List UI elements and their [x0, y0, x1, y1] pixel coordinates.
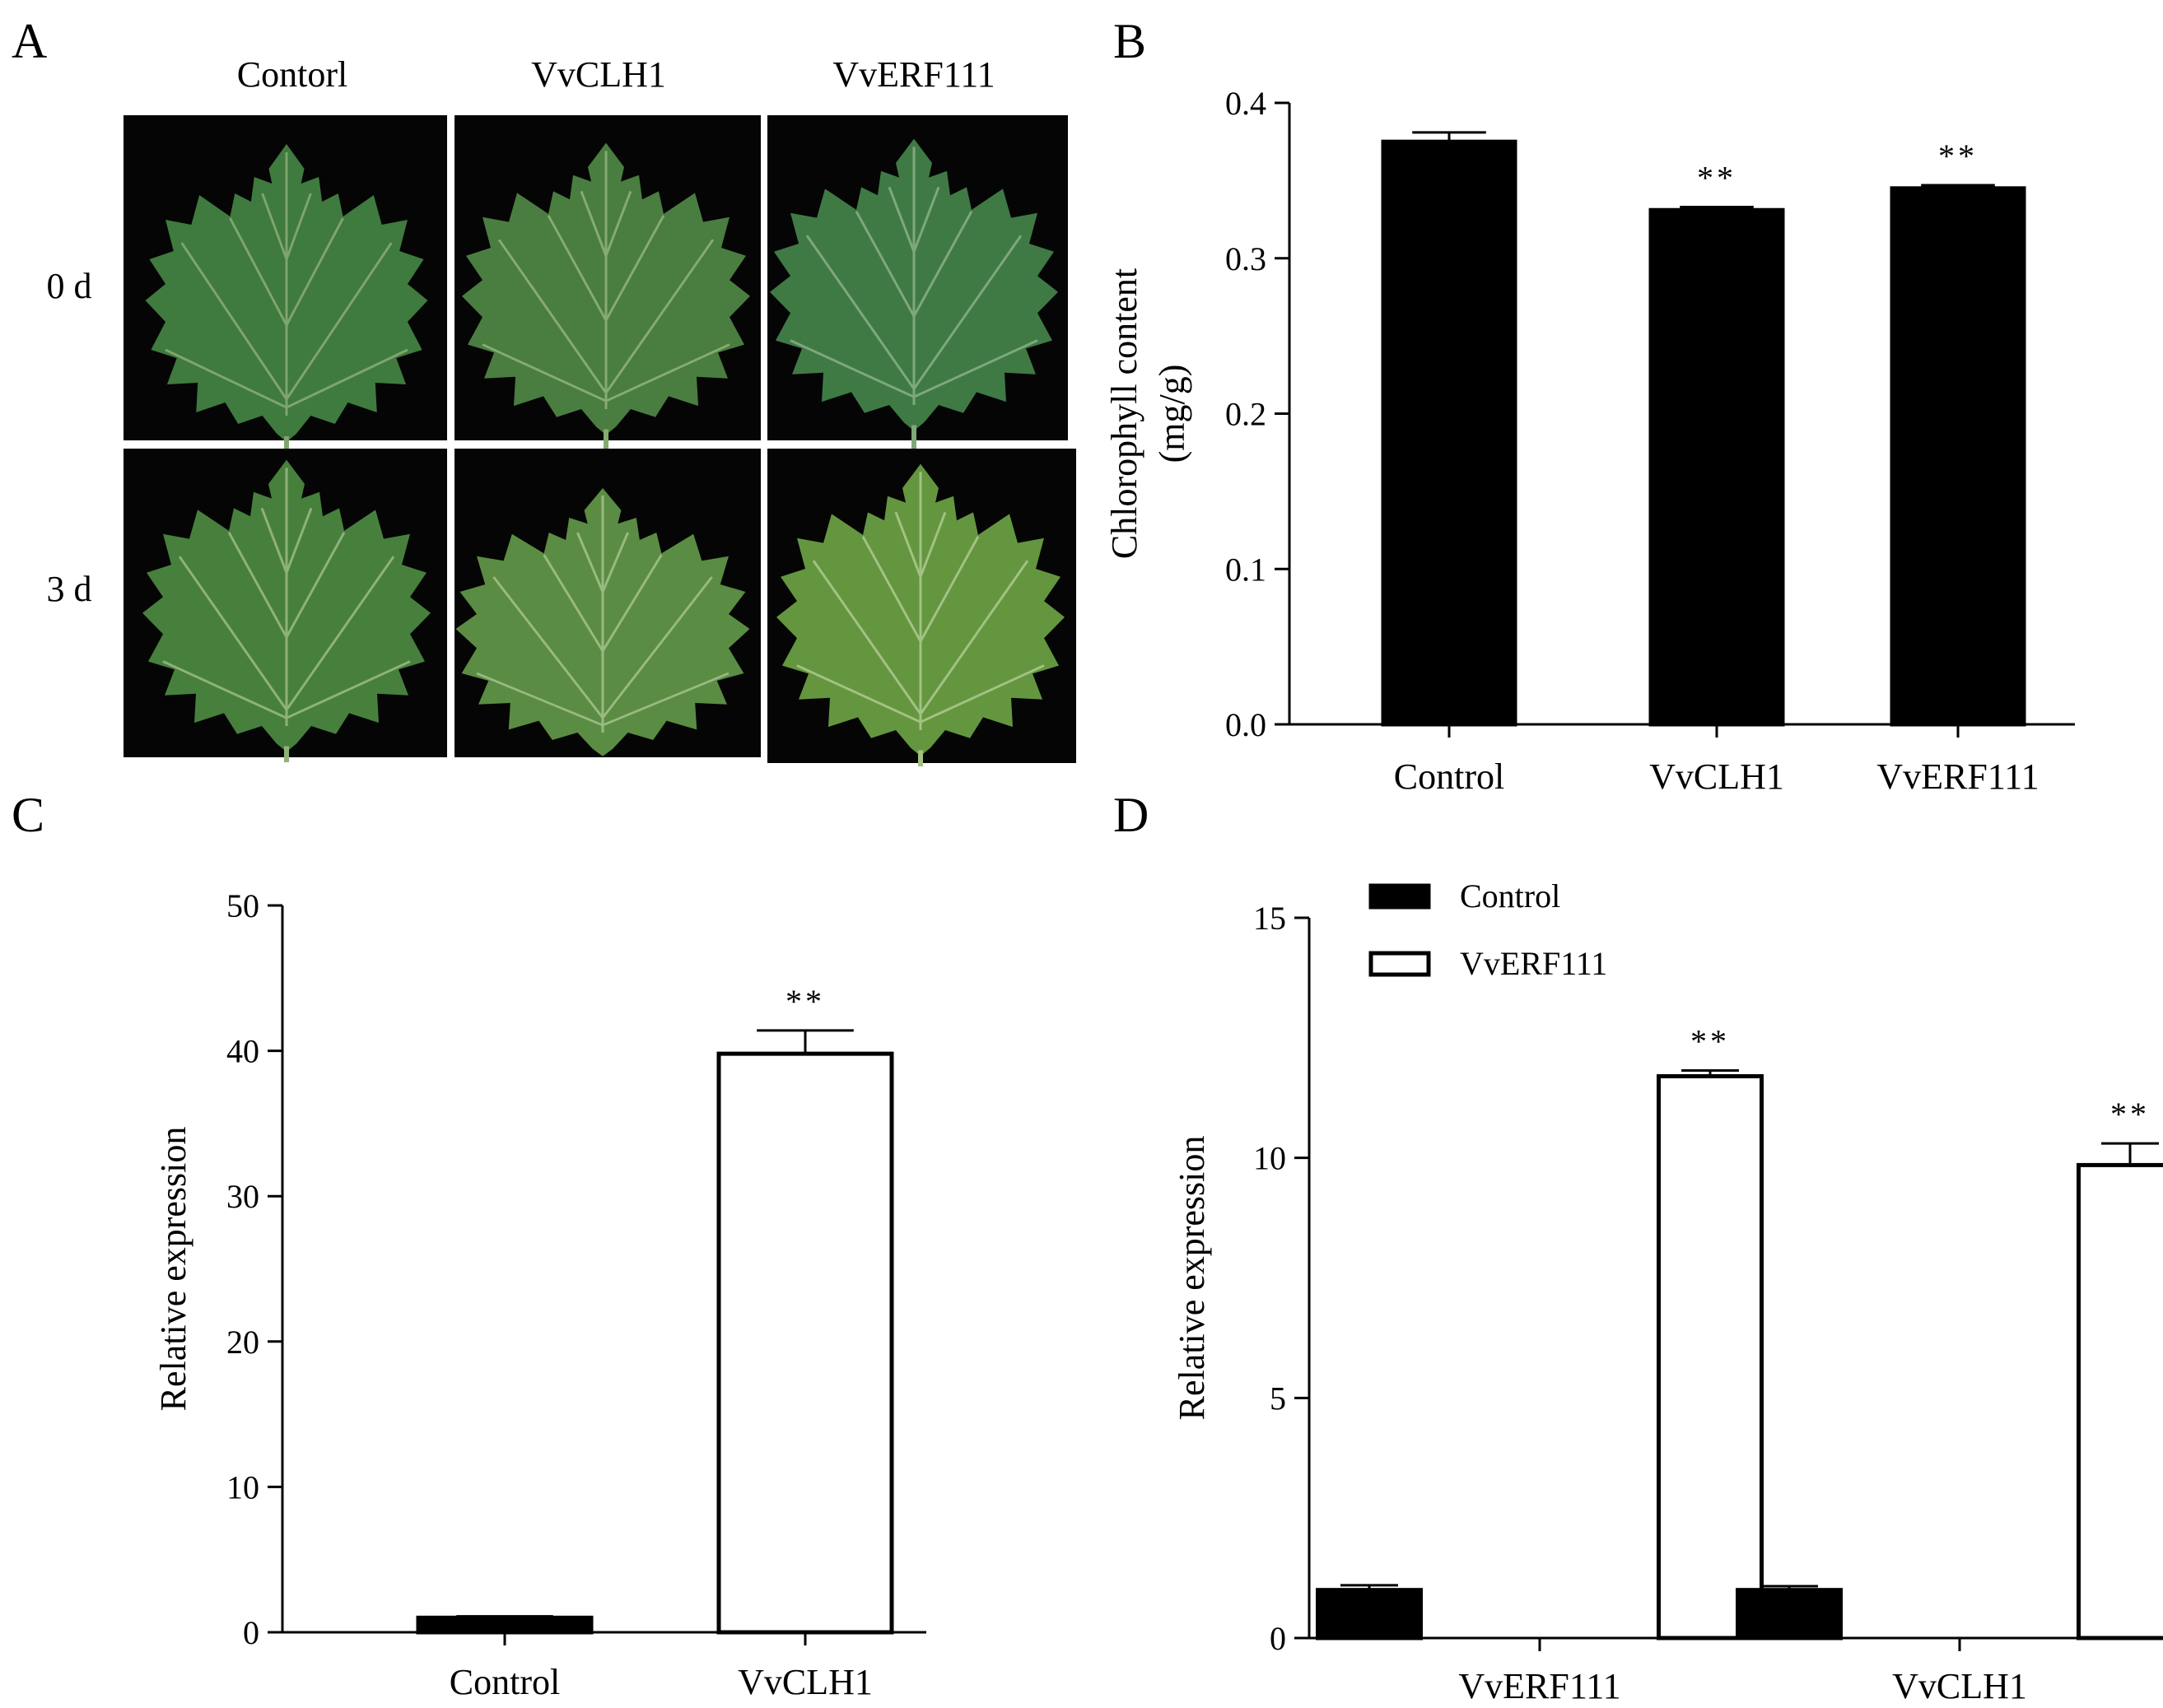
- chart-d-category-label: VvERF111: [1458, 1666, 1620, 1706]
- chart-b-y-tick-label: 0.1: [1225, 551, 1266, 588]
- chart-b: 0.0 0.1 0.2 0.3 0.4 Chlorophyll content (mg/g)…: [1104, 85, 2075, 797]
- chart-d-bar-control-vvclh1: [1736, 1588, 1843, 1641]
- chart-d-bar-vverf111-vverf111-significance: **: [1690, 1023, 1730, 1060]
- chart-d-bar-vverf111-vverf111: [1657, 1074, 1764, 1641]
- chart-b-bar-vvclh1-significance: **: [1697, 159, 1736, 196]
- leaf-photo-vverf111-day0: [767, 115, 1068, 462]
- panel-c-letter: C: [12, 788, 44, 842]
- chart-b-y-tick-label: 0.4: [1225, 85, 1266, 122]
- panel-b-letter: B: [1113, 14, 1146, 68]
- column-label-vverf111: VvERF111: [832, 54, 995, 95]
- chart-b-y-axis-title-line: Chlorophyll content: [1104, 268, 1144, 559]
- panel-a-letter: A: [12, 14, 47, 68]
- chart-d-legend-swatch-vverf111: [1368, 951, 1431, 977]
- chart-d-y-tick-label: 10: [1253, 1140, 1286, 1177]
- leaf-photo-control-day0: [124, 115, 447, 473]
- panel-a: A Contorl VvCLH1 VvERF111 0 d 3 d: [12, 14, 1076, 767]
- leaf-photo-vvclh1-day0: [455, 115, 761, 466]
- chart-d-y-axis-title: Relative expression: [1172, 1136, 1212, 1421]
- panel-b: B 0.0 0.1 0.2 0.3 0.4 Chlorophyll content (mg/…: [1104, 14, 2075, 797]
- chart-d-category-label: VvCLH1: [1892, 1666, 2027, 1706]
- chart-b-y-tick-label: 0.0: [1225, 706, 1266, 743]
- chart-d-y-axis-title-line: Relative expression: [1172, 1136, 1212, 1421]
- row-label-day3: 3 d: [47, 569, 92, 609]
- column-label-control: Contorl: [237, 54, 347, 95]
- chart-c: 0 10 20 30 40 50 Relative expression Control VvC…: [153, 887, 926, 1702]
- chart-b-category-label: VvCLH1: [1649, 756, 1784, 797]
- chart-b-bar-vverf111: [1890, 186, 2026, 727]
- column-label-vvclh1: VvCLH1: [531, 54, 666, 95]
- chart-d-bar-control-vverf111: [1316, 1588, 1423, 1641]
- row-label-day0: 0 d: [47, 266, 92, 306]
- chart-d-legend-label-vverf111: VvERF111: [1460, 945, 1607, 982]
- panel-c: C 0 10 20 30 40 50 Relative expression Control V…: [12, 788, 926, 1702]
- chart-b-bar-control: [1381, 139, 1517, 727]
- chart-d-bar-vverf111-vvclh1-significance: **: [2110, 1096, 2150, 1133]
- chart-d: 0 5 10 15 Relative expression VvERF111 ** VvCLH…: [1172, 877, 2163, 1706]
- chart-d-legend-swatch-control: [1368, 883, 1431, 910]
- panel-d-letter: D: [1113, 788, 1149, 842]
- chart-c-y-tick-label: 30: [226, 1178, 259, 1215]
- chart-d-y-tick-label: 5: [1270, 1380, 1286, 1417]
- chart-c-bar-vvclh1-significance: **: [785, 983, 825, 1020]
- chart-b-category-label: VvERF111: [1876, 756, 2039, 797]
- chart-c-y-tick-label: 20: [226, 1324, 259, 1361]
- chart-d-y-tick-label: 15: [1253, 900, 1286, 937]
- chart-b-y-axis-title: Chlorophyll content (mg/g): [1104, 268, 1192, 559]
- panel-d: D 0 5 10 15 Relative expression VvERF111 ** VvC…: [1113, 788, 2163, 1706]
- leaf-photo-control-day3: [124, 449, 447, 763]
- chart-b-bar-vverf111-significance: **: [1938, 137, 1978, 175]
- chart-c-y-axis-title: Relative expression: [153, 1127, 193, 1412]
- leaf-photo-vverf111-day3: [767, 449, 1076, 767]
- chart-b-bar-vvclh1: [1648, 207, 1785, 727]
- chart-c-y-tick-label: 40: [226, 1033, 259, 1070]
- chart-d-legend-label-control: Control: [1460, 877, 1560, 915]
- chart-c-category-label: Control: [450, 1662, 560, 1702]
- chart-c-y-tick-label: 0: [243, 1614, 259, 1651]
- chart-b-y-axis-title-line: (mg/g): [1152, 365, 1192, 463]
- chart-b-y-tick-label: 0.3: [1225, 240, 1266, 277]
- chart-b-category-label: Control: [1394, 756, 1504, 797]
- chart-c-bar-vvclh1: [716, 1051, 894, 1635]
- chart-c-y-tick-label: 50: [226, 887, 259, 924]
- chart-b-y-tick-label: 0.2: [1225, 396, 1266, 433]
- chart-d-y-tick-label: 0: [1270, 1620, 1286, 1657]
- chart-c-bar-control: [416, 1615, 594, 1635]
- chart-c-y-axis-title-line: Relative expression: [153, 1127, 193, 1412]
- chart-d-bar-vverf111-vvclh1: [2077, 1162, 2163, 1641]
- leaf-photo-vvclh1-day3: [455, 449, 761, 757]
- chart-c-category-label: VvCLH1: [738, 1662, 873, 1702]
- chart-c-y-tick-label: 10: [226, 1468, 259, 1506]
